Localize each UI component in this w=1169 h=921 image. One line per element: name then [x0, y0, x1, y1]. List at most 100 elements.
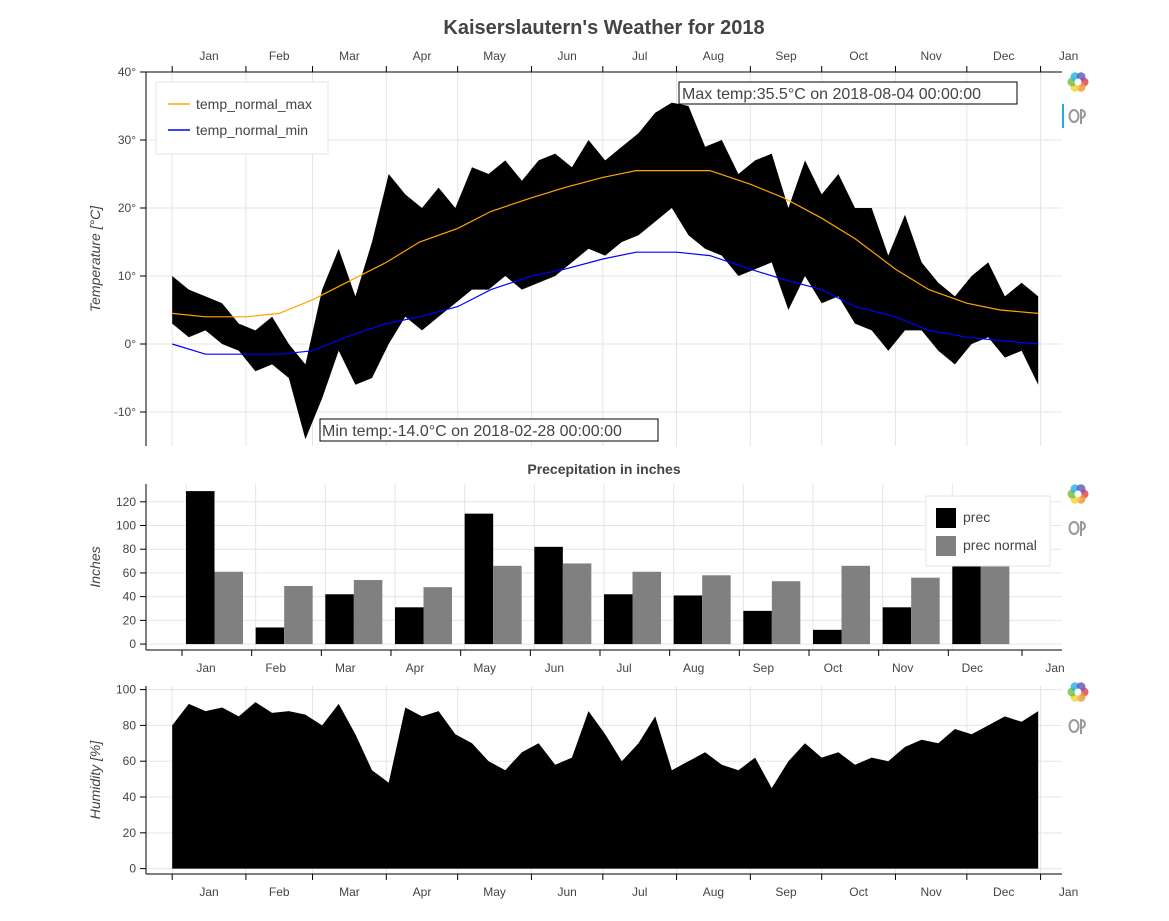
- hum-month-label: Aug: [703, 885, 724, 899]
- prec-month-label: Jun: [545, 661, 564, 675]
- prec-month-label: Nov: [892, 661, 913, 675]
- hum-month-label: Mar: [339, 885, 360, 899]
- temp-month-label: Jun: [557, 49, 576, 63]
- hum-y-tick-label: 100: [116, 683, 136, 697]
- legend-label-prec: prec: [963, 509, 990, 525]
- temp-month-label: Apr: [413, 49, 432, 63]
- bar-prec-normal-Feb: [284, 585, 313, 645]
- legend-label-prec-normal: prec normal: [963, 537, 1037, 553]
- humidity-area: [172, 702, 1039, 869]
- max-annotation-box: [678, 81, 1018, 105]
- logo-hub: [1074, 490, 1082, 498]
- series-line-temp_normal_min: [172, 251, 1039, 355]
- prec-month-label: Feb: [265, 661, 286, 675]
- humidity-axis-title: Humidity [%]: [87, 740, 103, 820]
- logo-hub: [1074, 688, 1082, 696]
- prec-month-label: Apr: [406, 661, 425, 675]
- prec-month-label: Oct: [824, 661, 843, 675]
- hum-month-label: Apr: [413, 885, 432, 899]
- main-title: Kaiserslautern's Weather for 2018: [443, 17, 764, 39]
- bokeh-logo-icon[interactable]: [1066, 680, 1090, 704]
- bar-prec-normal-Apr: [423, 587, 452, 645]
- min-temp-annotation: Min temp:-14.0°C on 2018-02-28 00:00:00: [322, 423, 622, 440]
- hum-y-tick-label: 40: [123, 790, 137, 804]
- temp-month-label: Jan: [199, 49, 218, 63]
- hover-tool-icon[interactable]: [1066, 714, 1090, 738]
- prec-y-tick-label: 0: [129, 637, 136, 651]
- prec-month-label: Aug: [683, 661, 704, 675]
- temp-month-label: Sep: [775, 49, 797, 63]
- bar-prec-Dec: [952, 558, 981, 645]
- hum-y-tick-label: 20: [123, 826, 137, 840]
- min-annotation-box: [319, 418, 659, 442]
- bar-prec-Oct: [813, 629, 842, 645]
- bokeh-logo-icon[interactable]: [1066, 482, 1090, 506]
- bar-prec-normal-Dec: [980, 565, 1010, 645]
- temp-month-label: Jul: [632, 49, 647, 63]
- hum-month-label: Jan: [199, 885, 218, 899]
- bar-prec-Mar: [325, 594, 354, 645]
- temp-y-tick-label: -10°: [114, 405, 136, 419]
- logo-hub: [1074, 78, 1082, 86]
- precipitation-title: Precepitation in inches: [527, 461, 680, 477]
- bar-prec-Sep: [743, 610, 772, 645]
- hover-bubble: [1068, 109, 1080, 123]
- bar-prec-Jan: [186, 491, 215, 645]
- temp-y-tick-label: 30°: [118, 133, 136, 147]
- temp-month-label: Oct: [849, 49, 868, 63]
- hover-tool-icon[interactable]: [1062, 104, 1090, 128]
- precipitation-axis-title: Inches: [87, 546, 103, 587]
- hum-month-label: Jun: [557, 885, 576, 899]
- temp-y-tick-label: 0°: [125, 337, 137, 351]
- hum-month-label: Nov: [920, 885, 941, 899]
- temp-month-label: Jan: [1059, 49, 1078, 63]
- prec-y-tick-label: 20: [123, 613, 137, 627]
- bar-prec-Nov: [882, 607, 912, 645]
- bar-prec-normal-Jul: [632, 571, 661, 645]
- temperature-range-band: [172, 102, 1039, 440]
- hum-y-tick-label: 80: [123, 718, 137, 732]
- hover-tool-icon[interactable]: [1066, 516, 1090, 540]
- prec-y-tick-label: 40: [123, 590, 137, 604]
- prec-y-tick-label: 100: [116, 519, 136, 533]
- legend-label-temp_normal_min: temp_normal_min: [196, 122, 308, 138]
- bar-prec-normal-Nov: [911, 577, 940, 645]
- prec-month-label: Jul: [616, 661, 631, 675]
- bokeh-logo-icon[interactable]: [1066, 70, 1090, 94]
- prec-month-label: May: [473, 661, 496, 675]
- prec-y-tick-label: 120: [116, 495, 136, 509]
- legend-swatch-prec: [936, 508, 956, 528]
- max-temp-annotation: Max temp:35.5°C on 2018-08-04 00:00:00: [682, 86, 981, 103]
- bar-prec-normal-Mar: [353, 580, 383, 645]
- legend-swatch-prec-normal: [936, 536, 956, 556]
- prec-month-label: Jan: [196, 661, 215, 675]
- bar-prec-May: [464, 513, 494, 645]
- temp-month-label: Feb: [269, 49, 290, 63]
- bar-prec-normal-Aug: [702, 575, 731, 645]
- hum-month-label: Jul: [632, 885, 647, 899]
- temp-y-tick-label: 40°: [118, 65, 136, 79]
- bar-prec-Aug: [673, 595, 703, 645]
- toolbar-temperature: [1062, 70, 1094, 138]
- hover-bubble: [1068, 521, 1080, 535]
- temp-month-label: Aug: [703, 49, 724, 63]
- temperature-axis-title: Temperature [°C]: [87, 205, 103, 312]
- hover-pointer: [1080, 520, 1086, 536]
- series-line-temp_normal_max: [172, 170, 1039, 318]
- hum-y-tick-label: 60: [123, 754, 137, 768]
- bar-prec-normal-Oct: [841, 565, 870, 645]
- toolbar-precipitation: [1066, 482, 1094, 550]
- hover-bubble: [1068, 719, 1080, 733]
- bar-prec-Jun: [534, 546, 563, 645]
- toolbar-humidity: [1066, 680, 1094, 748]
- hum-y-tick-label: 0: [129, 862, 136, 876]
- hum-month-label: Jan: [1059, 885, 1078, 899]
- temp-month-label: May: [483, 49, 506, 63]
- prec-month-label: Mar: [335, 661, 356, 675]
- temp-y-tick-label: 20°: [118, 201, 136, 215]
- prec-y-tick-label: 60: [123, 566, 137, 580]
- bar-prec-Apr: [395, 607, 424, 645]
- prec-month-label: Sep: [753, 661, 775, 675]
- bar-prec-Feb: [255, 627, 285, 645]
